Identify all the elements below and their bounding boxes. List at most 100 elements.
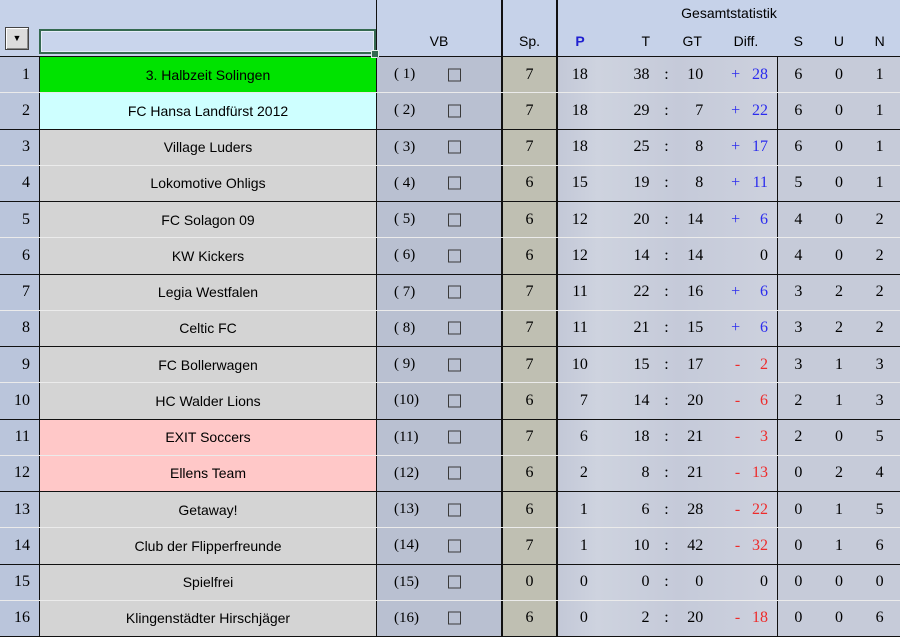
wins-value: 6 xyxy=(794,138,803,156)
team-name-cell[interactable]: FC Hansa Landfürst 2012 xyxy=(39,93,377,129)
diff-sign: - xyxy=(734,500,741,518)
team-name-cell[interactable]: Village Luders xyxy=(39,129,377,165)
wins-value: 4 xyxy=(794,246,803,264)
selection-fill-handle[interactable] xyxy=(371,50,379,58)
goals-separator: : xyxy=(664,573,669,591)
team-name-cell[interactable]: Getaway! xyxy=(39,492,377,528)
vb-checkbox[interactable] xyxy=(448,611,461,625)
points-value: 2 xyxy=(579,464,588,482)
record-cell: 2 1 3 xyxy=(778,383,900,419)
team-name-cell[interactable]: FC Solagon 09 xyxy=(39,202,377,238)
col-header-vb: VB xyxy=(377,0,503,56)
dropdown-button[interactable]: ▼ xyxy=(5,27,29,50)
stats-cell: 11 21 : 15 + 6 xyxy=(558,310,778,346)
table-row: 3 Village Luders ( 3) 7 18 25 : 8 + 17 6… xyxy=(0,129,900,166)
vb-checkbox[interactable] xyxy=(448,321,461,335)
vb-checkbox[interactable] xyxy=(448,394,461,408)
games-played-cell: 6 xyxy=(503,202,558,238)
vb-checkbox[interactable] xyxy=(448,249,461,263)
vb-checkbox[interactable] xyxy=(448,213,461,227)
goals-for-value: 6 xyxy=(641,500,650,518)
row-position: 4 xyxy=(0,165,39,201)
diff-value: 6 xyxy=(760,283,768,301)
goals-for-value: 14 xyxy=(633,391,650,409)
draws-value: 0 xyxy=(834,65,843,83)
games-played-cell: 7 xyxy=(503,528,558,564)
goals-against-value: 42 xyxy=(687,536,704,554)
row-position: 10 xyxy=(0,383,39,419)
vb-checkbox[interactable] xyxy=(448,539,461,553)
goals-against-value: 7 xyxy=(695,101,704,119)
row-position: 12 xyxy=(0,455,39,491)
games-played-cell: 7 xyxy=(503,274,558,310)
diff-value: 13 xyxy=(752,464,768,482)
vb-cell: ( 1) xyxy=(377,57,503,93)
goals-separator: : xyxy=(664,319,669,337)
rank-label: (14) xyxy=(394,537,419,554)
draws-value: 1 xyxy=(834,391,843,409)
stats-cell: 0 2 : 20 - 18 xyxy=(558,600,778,636)
wins-value: 2 xyxy=(794,391,803,409)
stats-cell: 1 6 : 28 - 22 xyxy=(558,492,778,528)
goals-separator: : xyxy=(664,391,669,409)
team-name-cell[interactable]: Klingenstädter Hirschjäger xyxy=(39,600,377,636)
record-cell: 0 2 4 xyxy=(778,455,900,491)
diff-value: 6 xyxy=(760,391,768,409)
table-row: 12 Ellens Team (12) 6 2 8 : 21 - 13 0 2 … xyxy=(0,455,900,492)
stats-header-group: Gesamtstatistik P T GT Diff. S U N xyxy=(558,0,900,56)
vb-checkbox[interactable] xyxy=(448,104,461,118)
team-name-cell[interactable]: Celtic FC xyxy=(39,310,377,346)
team-name-cell[interactable]: KW Kickers xyxy=(39,238,377,274)
games-played-cell: 6 xyxy=(503,492,558,528)
vb-checkbox[interactable] xyxy=(448,503,461,517)
team-name-cell[interactable]: EXIT Soccers xyxy=(39,419,377,455)
team-name-cell[interactable]: Spielfrei xyxy=(39,564,377,600)
team-name-cell[interactable]: Ellens Team xyxy=(39,455,377,491)
vb-cell: (13) xyxy=(377,492,503,528)
diff-value: 2 xyxy=(760,355,768,373)
rank-label: ( 2) xyxy=(394,102,416,119)
goals-for-value: 19 xyxy=(633,174,650,192)
table-rows: 1 3. Halbzeit Solingen ( 1) 7 18 38 : 10… xyxy=(0,57,900,637)
goals-separator: : xyxy=(664,464,669,482)
team-name-cell[interactable]: Lokomotive Ohligs xyxy=(39,165,377,201)
team-name-cell[interactable]: 3. Halbzeit Solingen xyxy=(39,57,377,93)
record-cell: 5 0 1 xyxy=(778,165,900,201)
vb-checkbox[interactable] xyxy=(448,140,461,154)
team-name-cell[interactable]: Club der Flipperfreunde xyxy=(39,528,377,564)
record-cell: 0 0 0 xyxy=(778,564,900,600)
record-cell: 0 1 5 xyxy=(778,492,900,528)
record-cell: 3 2 2 xyxy=(778,274,900,310)
stats-cell: 11 22 : 16 + 6 xyxy=(558,274,778,310)
draws-value: 0 xyxy=(834,210,843,228)
draws-value: 0 xyxy=(834,428,843,446)
goals-against-value: 20 xyxy=(687,609,704,627)
rank-label: (16) xyxy=(394,609,419,626)
team-name-cell[interactable]: FC Bollerwagen xyxy=(39,347,377,383)
vb-checkbox[interactable] xyxy=(448,575,461,589)
points-value: 12 xyxy=(571,246,588,264)
team-column-header xyxy=(39,0,379,58)
wins-value: 4 xyxy=(794,210,803,228)
vb-checkbox[interactable] xyxy=(448,430,461,444)
col-header-sp: Sp. xyxy=(503,0,558,56)
goals-against-value: 21 xyxy=(687,464,704,482)
vb-checkbox[interactable] xyxy=(448,466,461,480)
losses-value: 4 xyxy=(875,464,884,482)
row-position: 9 xyxy=(0,347,39,383)
record-cell: 3 2 2 xyxy=(778,310,900,346)
team-name-cell[interactable]: Legia Westfalen xyxy=(39,274,377,310)
selected-cell-input[interactable] xyxy=(39,29,376,54)
rank-label: ( 6) xyxy=(394,247,416,264)
vb-checkbox[interactable] xyxy=(448,358,461,372)
vb-checkbox[interactable] xyxy=(448,68,461,82)
team-name-cell[interactable]: HC Walder Lions xyxy=(39,383,377,419)
diff-value: 6 xyxy=(760,319,768,337)
stats-cell: 12 14 : 14 0 xyxy=(558,238,778,274)
vb-checkbox[interactable] xyxy=(448,176,461,190)
games-played-cell: 6 xyxy=(503,600,558,636)
points-value: 11 xyxy=(572,319,588,337)
vb-checkbox[interactable] xyxy=(448,285,461,299)
table-row: 10 HC Walder Lions (10) 6 7 14 : 20 - 6 … xyxy=(0,383,900,420)
goals-against-value: 17 xyxy=(687,355,704,373)
